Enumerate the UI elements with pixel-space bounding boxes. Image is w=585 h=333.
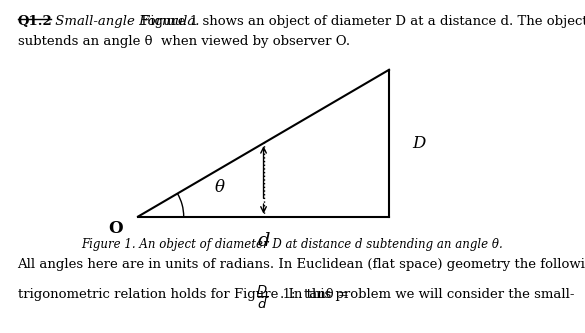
Text: Small-angle Formula.: Small-angle Formula.: [51, 15, 199, 28]
Text: subtends an angle θ  when viewed by observer O.: subtends an angle θ when viewed by obser…: [18, 35, 350, 48]
Text: Q1.2: Q1.2: [18, 15, 52, 28]
Text: d: d: [257, 232, 270, 250]
Text: O: O: [108, 220, 123, 237]
Text: θ: θ: [214, 178, 224, 195]
Text: Figure 1 shows an object of diameter D at a distance d. The object: Figure 1 shows an object of diameter D a…: [137, 15, 585, 28]
Text: D: D: [412, 135, 425, 152]
Text: . In this problem we will consider the small-: . In this problem we will consider the s…: [280, 288, 574, 301]
Text: $\dfrac{D}{d}$: $\dfrac{D}{d}$: [256, 284, 269, 311]
Text: Figure 1. An object of diameter D at distance d subtending an angle θ.: Figure 1. An object of diameter D at dis…: [82, 238, 503, 251]
Text: trigonometric relation holds for Figure 1:  tanθ =: trigonometric relation holds for Figure …: [18, 288, 353, 301]
Text: All angles here are in units of radians. In Euclidean (flat space) geometry the : All angles here are in units of radians.…: [18, 258, 585, 271]
